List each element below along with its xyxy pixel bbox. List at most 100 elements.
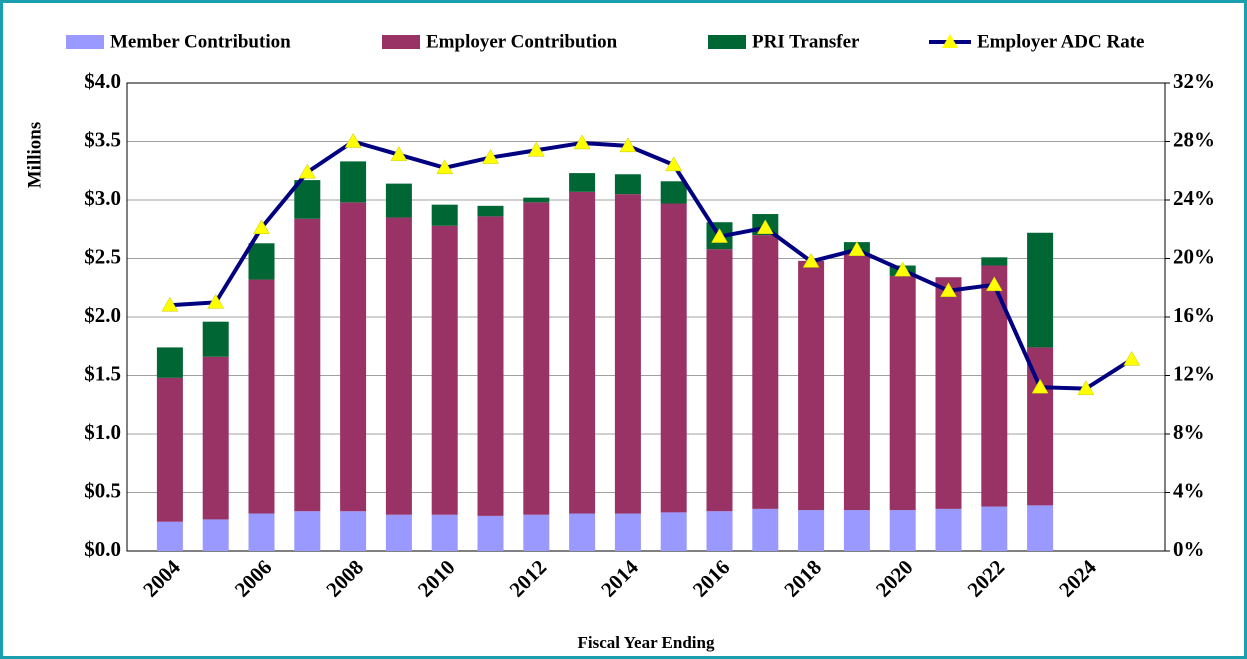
bar-segment: [477, 515, 504, 551]
bar-segment: [706, 511, 733, 551]
bar-segment: [385, 514, 412, 551]
bar-segment: [1027, 505, 1054, 551]
bar-segment: [294, 218, 321, 512]
bar-segment: [340, 202, 367, 512]
line: [169, 139, 1133, 391]
y-tick-label: $3.0: [84, 186, 121, 210]
bar-segment: [660, 512, 687, 551]
bar-segment: [798, 510, 825, 551]
plot-border: [126, 82, 1166, 552]
y2-tick-label: 24%: [1173, 186, 1215, 210]
y-tick-label: $0.0: [84, 537, 121, 561]
y2-tick-label: 28%: [1173, 127, 1215, 151]
bar-segment: [294, 180, 321, 219]
line-marker: [1031, 378, 1049, 394]
bar-segment: [1027, 232, 1054, 348]
line-marker: [253, 219, 270, 235]
bar-segment: [935, 508, 962, 551]
bar-segment: [477, 216, 504, 516]
line-marker: [985, 276, 1003, 292]
line-marker: [482, 149, 499, 164]
line-marker: [619, 137, 637, 153]
bar-segment: [431, 225, 458, 515]
y-axis-label: Millions: [24, 122, 45, 189]
bar-segment: [431, 514, 458, 551]
bar-segment: [523, 202, 550, 515]
bar-segment: [660, 181, 687, 204]
y-tick-label: $0.5: [84, 478, 121, 502]
bar-segment: [889, 510, 916, 551]
y-tick-label: $3.5: [84, 127, 121, 151]
line-marker: [390, 146, 408, 161]
line-marker: [1123, 350, 1141, 366]
y-tick-label: $2.0: [84, 303, 121, 327]
bar-segment: [569, 513, 596, 551]
legend-label: Member Contribution: [110, 31, 291, 52]
bar-segment: [614, 513, 641, 551]
line-marker: [1077, 380, 1095, 395]
line-marker: [711, 228, 728, 243]
bar-segment: [660, 203, 687, 513]
bar-segment: [981, 257, 1008, 266]
bar-segment: [889, 276, 916, 511]
bar-segment: [248, 513, 275, 551]
line-marker: [344, 132, 362, 148]
y2-tick-label: 12%: [1173, 361, 1215, 385]
bar-segment: [843, 252, 870, 511]
y2-tick-label: 16%: [1173, 303, 1215, 327]
line-marker: [756, 219, 774, 235]
y-tick-label: $4.0: [84, 69, 121, 93]
bar-segment: [202, 519, 229, 551]
legend-swatch: [66, 35, 104, 49]
y2-tick-label: 0%: [1173, 537, 1205, 561]
bar-segment: [614, 194, 641, 514]
line-marker: [573, 134, 591, 150]
line-marker: [207, 293, 225, 309]
y2-tick-label: 4%: [1173, 478, 1205, 502]
bar-segment: [935, 277, 962, 509]
bar-segment: [752, 508, 779, 551]
legend-label: PRI Transfer: [752, 31, 860, 52]
legend-label: Employer Contribution: [426, 31, 618, 52]
legend-label: Employer ADC Rate: [977, 31, 1144, 52]
legend-swatch: [708, 35, 746, 49]
bar-segment: [340, 161, 367, 203]
y-tick-label: $2.5: [84, 244, 121, 268]
bar-segment: [569, 191, 596, 514]
bar-segment: [156, 521, 183, 551]
bar-segment: [843, 510, 870, 551]
y2-tick-label: 32%: [1173, 69, 1215, 93]
line-marker: [665, 156, 683, 172]
bar-segment: [614, 174, 641, 195]
bar-segment: [569, 173, 596, 192]
legend-swatch: [942, 34, 958, 48]
y2-tick-label: 8%: [1173, 420, 1205, 444]
bar-segment: [340, 511, 367, 551]
bar-segment: [798, 260, 825, 511]
x-axis-label: Fiscal Year Ending: [578, 633, 715, 652]
y-tick-label: $1.5: [84, 361, 121, 385]
bar-segment: [706, 249, 733, 512]
line-marker: [940, 282, 957, 297]
bar-segment: [156, 347, 183, 378]
bar-segment: [248, 279, 275, 514]
line-marker: [527, 141, 545, 157]
legend-swatch: [382, 35, 420, 49]
bar-segment: [385, 183, 412, 218]
line-marker: [298, 163, 316, 179]
line-marker: [802, 252, 820, 268]
bar-segment: [294, 511, 321, 551]
line-marker: [436, 159, 454, 175]
y-tick-label: $1.0: [84, 420, 121, 444]
bar-segment: [477, 205, 504, 217]
bar-segment: [431, 204, 458, 226]
bar-segment: [981, 506, 1008, 551]
bar-segment: [248, 243, 275, 280]
bar-segment: [752, 235, 779, 509]
y2-tick-label: 20%: [1173, 244, 1215, 268]
line-marker: [161, 296, 179, 312]
bar-segment: [523, 197, 550, 203]
bar-segment: [156, 377, 183, 522]
bar-segment: [385, 217, 412, 515]
